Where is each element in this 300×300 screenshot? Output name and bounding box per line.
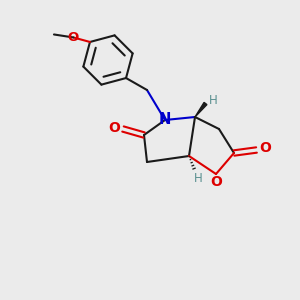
Text: N: N: [159, 112, 171, 128]
Text: H: H: [208, 94, 217, 107]
Text: O: O: [67, 31, 79, 44]
Polygon shape: [195, 102, 207, 117]
Text: O: O: [108, 121, 120, 134]
Text: O: O: [210, 176, 222, 189]
Text: H: H: [194, 172, 202, 185]
Text: O: O: [260, 142, 272, 155]
